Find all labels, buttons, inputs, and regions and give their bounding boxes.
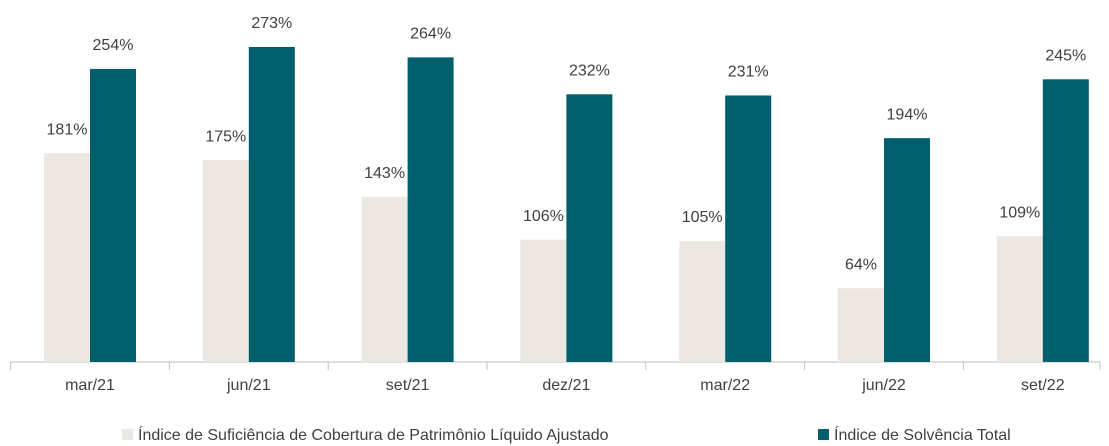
bar — [884, 138, 930, 362]
data-label: 64% — [845, 256, 877, 273]
data-label: 264% — [410, 26, 451, 43]
bar — [679, 240, 726, 362]
x-tick-label: jun/22 — [861, 377, 906, 394]
data-label: 106% — [523, 208, 564, 225]
bar — [361, 197, 408, 362]
legend-label: Índice de Suficiência de Cobertura de Pa… — [138, 425, 609, 444]
bar — [44, 153, 90, 362]
data-label: 231% — [728, 64, 769, 81]
data-label: 105% — [682, 209, 723, 226]
data-label: 194% — [887, 106, 928, 123]
data-label: 254% — [93, 37, 134, 54]
x-tick-label: mar/22 — [700, 377, 750, 394]
data-label: 181% — [47, 121, 88, 138]
data-label: 143% — [364, 165, 405, 182]
x-tick-label: dez/21 — [542, 377, 590, 394]
x-tick-label: set/21 — [386, 377, 430, 394]
bar — [520, 239, 567, 362]
data-label: 273% — [251, 15, 292, 32]
bar — [90, 68, 136, 362]
legend-swatch — [818, 429, 829, 440]
bar — [202, 160, 249, 362]
bar — [1042, 79, 1089, 363]
legend-swatch — [122, 429, 133, 440]
bar — [996, 236, 1043, 362]
x-tick-label: set/22 — [1021, 377, 1065, 394]
bar — [407, 57, 454, 363]
x-tick-label: mar/21 — [65, 377, 115, 394]
data-label: 175% — [205, 128, 246, 145]
x-tick-label: jun/21 — [226, 377, 271, 394]
bar — [566, 94, 613, 363]
bar — [248, 47, 295, 362]
bar — [838, 288, 884, 362]
data-label: 109% — [999, 204, 1040, 221]
data-label: 245% — [1045, 48, 1086, 65]
bar — [725, 95, 772, 362]
data-label: 232% — [569, 63, 610, 80]
legend-label: Índice de Solvência Total — [834, 425, 1011, 444]
